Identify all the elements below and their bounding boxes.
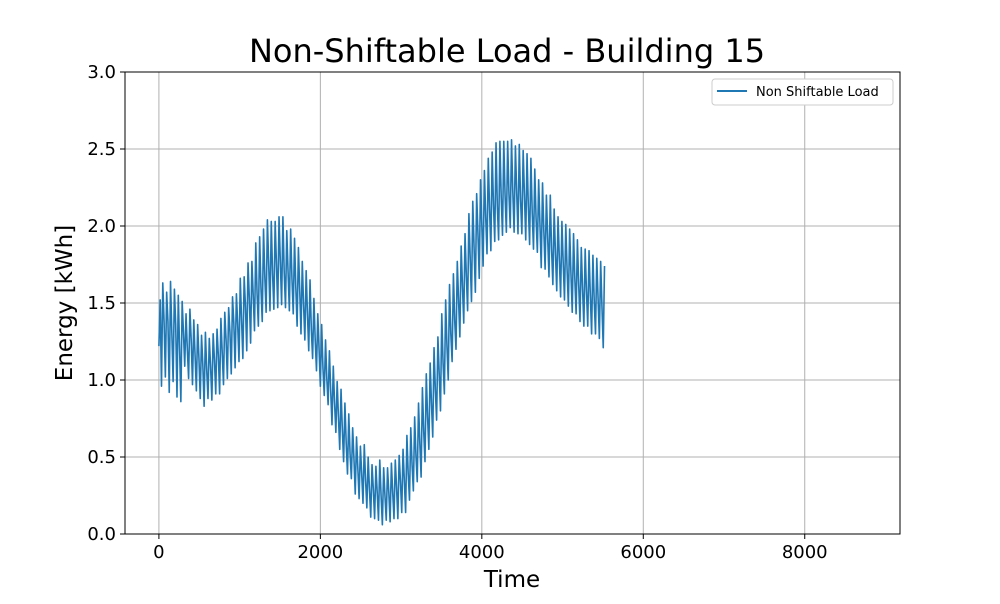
legend-label: Non Shiftable Load xyxy=(756,85,879,100)
legend-box xyxy=(711,78,894,106)
y-axis-label: Energy [kWh] xyxy=(52,225,78,381)
y-tick-label: 0.0 xyxy=(87,524,116,545)
series-line-non-shiftable-load xyxy=(158,138,606,526)
plot-area xyxy=(158,138,606,526)
y-tick-label: 1.5 xyxy=(87,293,116,314)
legend: Non Shiftable Load xyxy=(711,78,894,106)
x-tick-label: 8000 xyxy=(782,542,828,563)
y-tick-label: 2.0 xyxy=(87,216,116,237)
y-tick-label: 0.5 xyxy=(87,447,116,468)
y-tick-label: 3.0 xyxy=(87,62,116,83)
x-tick-label: 0 xyxy=(153,542,164,563)
x-tick-label: 6000 xyxy=(620,542,666,563)
y-tick-label: 2.5 xyxy=(87,139,116,160)
x-tick-label: 4000 xyxy=(459,542,505,563)
axis-ticks: 0 2000 4000 6000 8000 0.0 0.5 1.0 1.5 2.0 2.5 3.0 xyxy=(87,62,827,563)
chart-title: Non-Shiftable Load - Building 15 xyxy=(249,32,765,70)
x-tick-label: 2000 xyxy=(297,542,343,563)
x-axis-label: Time xyxy=(483,567,540,593)
y-tick-label: 1.0 xyxy=(87,370,116,391)
